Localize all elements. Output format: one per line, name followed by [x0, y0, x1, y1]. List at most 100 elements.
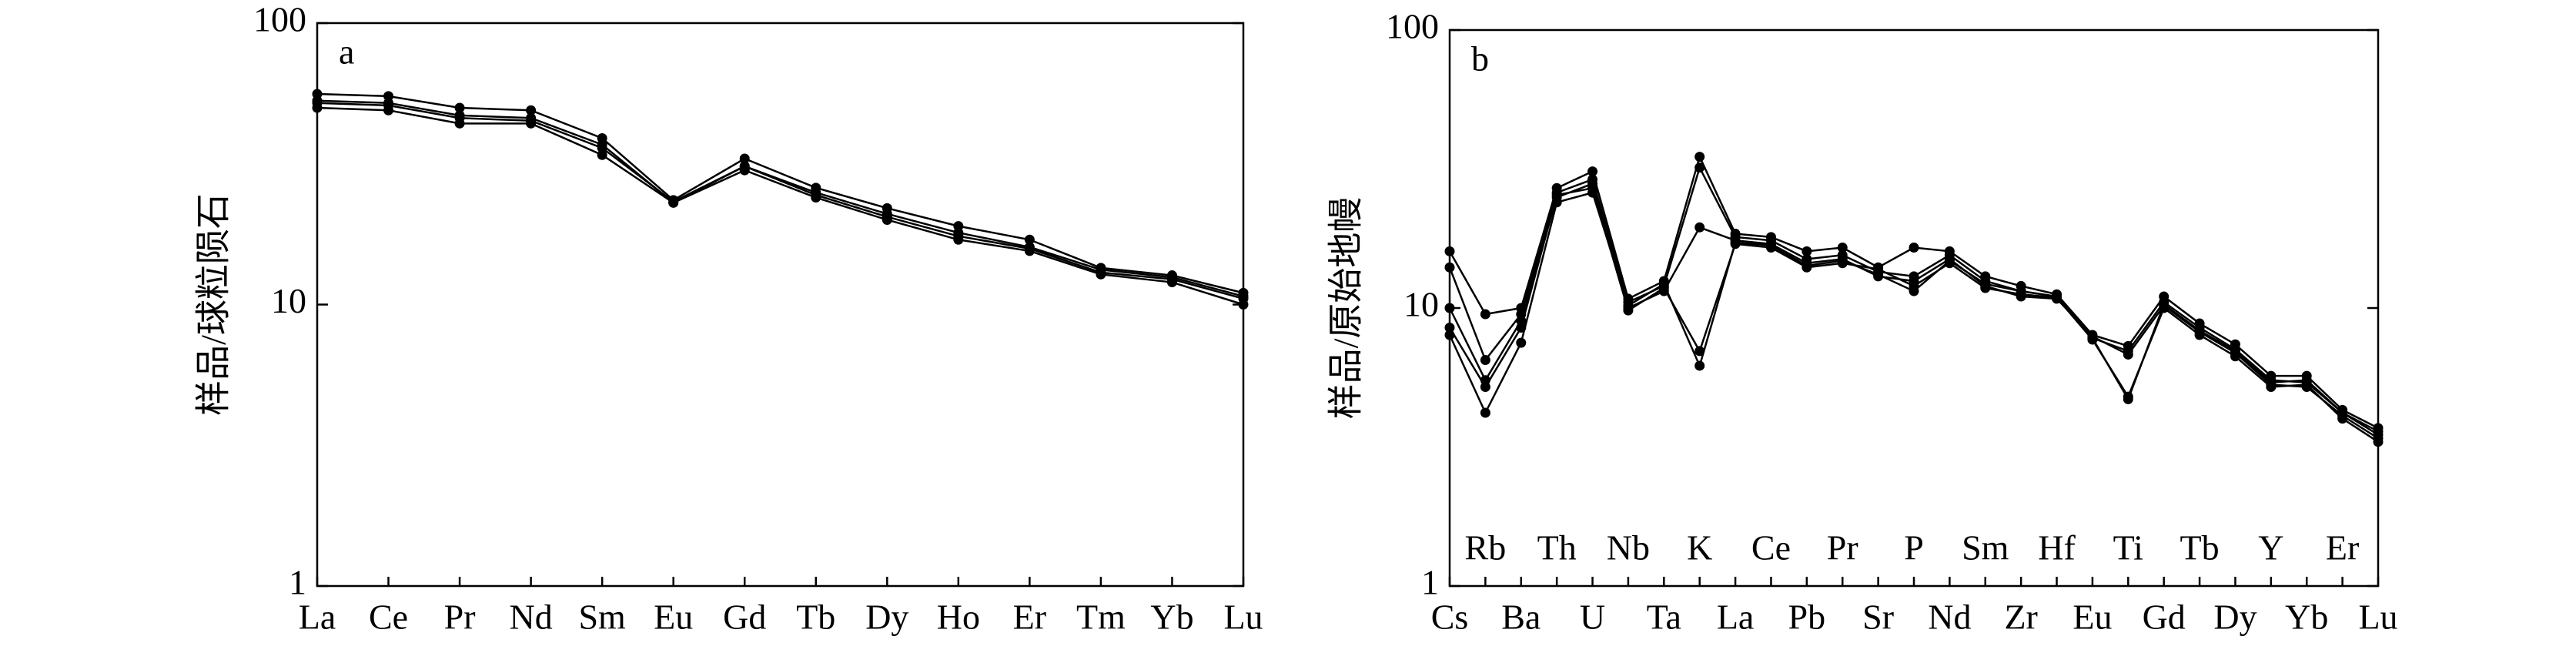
- data-point: [1694, 162, 1705, 173]
- data-point: [1837, 256, 1848, 266]
- data-point: [811, 193, 821, 203]
- x-tick-label: Ce: [1751, 528, 1791, 568]
- y-axis-label: 样品/原始地幔: [1326, 197, 1366, 420]
- y-tick-label: 1: [289, 563, 306, 602]
- data-point: [1024, 234, 1035, 245]
- x-tick-label: Ta: [1647, 598, 1681, 637]
- data-point: [1909, 242, 1919, 253]
- data-point: [1587, 187, 1598, 198]
- data-point: [597, 149, 607, 160]
- x-tick-label: Eu: [2073, 598, 2112, 637]
- y-tick-label: 1: [1421, 563, 1439, 602]
- x-tick-label: Sm: [1962, 528, 2009, 568]
- data-point: [1765, 240, 1776, 251]
- data-point: [1024, 246, 1035, 256]
- data-point: [739, 153, 750, 164]
- data-point: [739, 165, 750, 176]
- x-tick-label: Ti: [2113, 528, 2143, 568]
- data-point: [1480, 355, 1490, 366]
- data-point: [882, 214, 892, 225]
- data-point: [2052, 291, 2062, 302]
- x-tick-label: Hf: [2038, 528, 2076, 568]
- data-point: [1480, 382, 1490, 393]
- x-tick-label: Pr: [1827, 528, 1858, 568]
- x-tick-label: La: [1717, 598, 1755, 637]
- data-point: [597, 142, 607, 153]
- series-line: [316, 92, 1244, 294]
- x-tick-label: Sr: [1862, 598, 1894, 637]
- x-tick-label: P: [1904, 528, 1924, 568]
- x-tick-label: Ho: [937, 598, 980, 637]
- data-point: [1444, 322, 1455, 333]
- x-tick-label: Nd: [1928, 598, 1971, 637]
- x-tick-label: Yb: [2285, 598, 2328, 637]
- data-point: [1480, 309, 1490, 320]
- data-point: [1837, 242, 1848, 253]
- y-tick-label: 100: [1386, 7, 1439, 46]
- data-point: [1694, 152, 1705, 162]
- x-tick-label: K: [1687, 528, 1712, 568]
- panel-label: a: [339, 32, 354, 72]
- series-line: [316, 102, 1244, 300]
- x-tick-label: Dy: [865, 598, 908, 637]
- data-point: [1166, 277, 1177, 288]
- data-point: [1096, 269, 1106, 280]
- y-tick-label: 10: [271, 281, 306, 320]
- data-point: [668, 197, 679, 208]
- data-point: [1730, 237, 1741, 248]
- data-point: [2266, 377, 2277, 388]
- x-tick-label: Tm: [1076, 598, 1126, 637]
- data-point: [1444, 330, 1455, 340]
- data-point: [1444, 262, 1455, 273]
- y-tick-label: 100: [253, 0, 306, 39]
- data-point: [1802, 260, 1812, 271]
- data-point: [383, 105, 394, 116]
- x-tick-label: Sm: [578, 598, 626, 637]
- data-point: [1658, 279, 1669, 290]
- data-point: [2194, 325, 2205, 336]
- data-point: [1802, 246, 1812, 256]
- series-line: [316, 106, 1244, 306]
- x-tick-label: Zr: [2004, 598, 2037, 637]
- y-tick-label: 10: [1403, 285, 1439, 324]
- series-line: [1448, 182, 2379, 440]
- x-tick-label: Er: [1013, 598, 1046, 637]
- x-tick-label: Nd: [509, 598, 552, 637]
- x-tick-label: Ba: [1501, 598, 1541, 637]
- x-tick-label: Lu: [2358, 598, 2397, 637]
- data-point: [2159, 299, 2170, 310]
- data-point: [1944, 256, 1955, 266]
- x-tick-label: Ce: [369, 598, 408, 637]
- data-point: [2230, 346, 2240, 357]
- x-tick-label: Pb: [1788, 598, 1826, 637]
- data-point: [2016, 286, 2026, 296]
- data-point: [454, 118, 465, 129]
- x-tick-label: Tb: [796, 598, 835, 637]
- x-tick-label: Rb: [1465, 528, 1507, 568]
- data-point: [1873, 269, 1884, 280]
- data-point: [1480, 407, 1490, 418]
- x-tick-label: Gd: [723, 598, 766, 637]
- data-point: [1623, 300, 1634, 311]
- series-line: [1448, 191, 2379, 433]
- x-tick-label: Lu: [1223, 598, 1263, 637]
- data-point: [1694, 360, 1705, 371]
- data-point: [526, 118, 537, 129]
- x-tick-label: Yb: [1150, 598, 1193, 637]
- x-tick-label: Gd: [2143, 598, 2186, 637]
- data-point: [2123, 393, 2133, 404]
- data-point: [1444, 246, 1455, 256]
- x-tick-label: Nb: [1607, 528, 1650, 568]
- data-point: [2373, 437, 2384, 447]
- data-point: [312, 102, 323, 113]
- x-tick-label: Y: [2258, 528, 2283, 568]
- data-point: [1444, 303, 1455, 313]
- series-line: [1448, 186, 2379, 443]
- plot-frame: [1448, 28, 2380, 588]
- data-point: [1238, 300, 1249, 310]
- series-line: [316, 99, 1244, 297]
- x-tick-label: La: [299, 598, 336, 637]
- x-tick-label: Eu: [654, 598, 693, 637]
- x-tick-label: Tb: [2180, 528, 2220, 568]
- data-point: [2337, 407, 2348, 418]
